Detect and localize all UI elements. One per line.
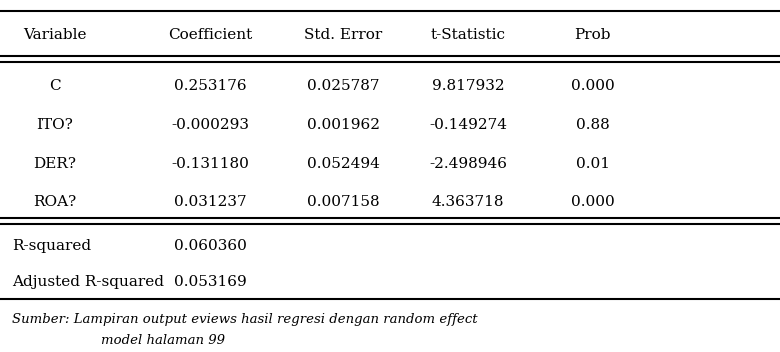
- Text: Std. Error: Std. Error: [304, 28, 382, 42]
- Text: Adjusted R-squared: Adjusted R-squared: [12, 275, 164, 289]
- Text: ROA?: ROA?: [33, 195, 76, 209]
- Text: 0.253176: 0.253176: [174, 79, 247, 93]
- Text: Variable: Variable: [23, 28, 87, 42]
- Text: R-squared: R-squared: [12, 239, 90, 253]
- Text: Coefficient: Coefficient: [168, 28, 253, 42]
- Text: Prob: Prob: [575, 28, 611, 42]
- Text: 0.88: 0.88: [576, 118, 610, 132]
- Text: -0.131180: -0.131180: [172, 157, 250, 171]
- Text: 0.060360: 0.060360: [174, 239, 247, 253]
- Text: -0.149274: -0.149274: [429, 118, 507, 132]
- Text: -0.000293: -0.000293: [172, 118, 250, 132]
- Text: ITO?: ITO?: [36, 118, 73, 132]
- Text: -2.498946: -2.498946: [429, 157, 507, 171]
- Text: 0.007158: 0.007158: [307, 195, 380, 209]
- Text: Sumber: Lampiran output eviews hasil regresi dengan random effect: Sumber: Lampiran output eviews hasil reg…: [12, 313, 477, 326]
- Text: DER?: DER?: [33, 157, 76, 171]
- Text: 0.025787: 0.025787: [307, 79, 379, 93]
- Text: 4.363718: 4.363718: [432, 195, 504, 209]
- Text: model halaman 99: model halaman 99: [101, 334, 225, 347]
- Text: C: C: [49, 79, 60, 93]
- Text: 0.000: 0.000: [571, 195, 615, 209]
- Text: 9.817932: 9.817932: [431, 79, 505, 93]
- Text: 0.000: 0.000: [571, 79, 615, 93]
- Text: 0.01: 0.01: [576, 157, 610, 171]
- Text: 0.052494: 0.052494: [307, 157, 380, 171]
- Text: t-Statistic: t-Statistic: [431, 28, 505, 42]
- Text: 0.053169: 0.053169: [174, 275, 247, 289]
- Text: 0.031237: 0.031237: [174, 195, 247, 209]
- Text: 0.001962: 0.001962: [307, 118, 380, 132]
